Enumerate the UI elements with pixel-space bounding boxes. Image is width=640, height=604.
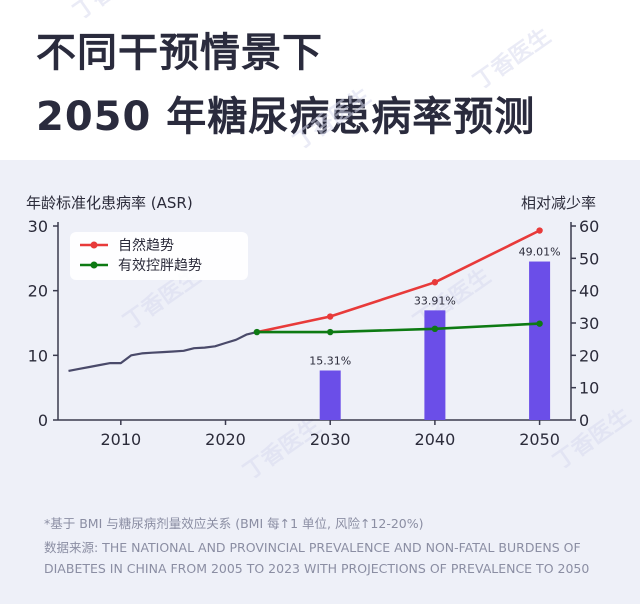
y2-tick-label: 30 — [579, 314, 599, 333]
series-line-1 — [256, 229, 541, 334]
x-tick-label: 2020 — [205, 430, 246, 449]
watermark-text: 丁香医生 — [469, 24, 555, 95]
x-tick-label: 2030 — [310, 430, 351, 449]
y-tick-label: 10 — [28, 346, 48, 365]
x-tick-label: 2010 — [100, 430, 141, 449]
lines-layer — [68, 227, 543, 372]
header: 不同干预情景下 2050 年糖尿病患病率预测 — [0, 0, 640, 160]
bar-label: 33.91% — [414, 294, 456, 307]
y-axis-label: 年龄标准化患病率 (ASR) — [26, 194, 193, 212]
series-point — [431, 279, 439, 286]
watermark-text: 丁香医生 — [289, 84, 375, 155]
bars-layer: 15.31% 33.91% 49.01% — [309, 246, 561, 420]
bar-reduction-2030 — [319, 370, 341, 420]
y-tick-label: 20 — [28, 282, 48, 301]
bar-reduction-2050 — [529, 261, 551, 420]
legend-label: 有效控胖趋势 — [118, 258, 202, 274]
y2-axis-label: 相对减少率 — [521, 194, 596, 212]
y2-tick-label: 40 — [579, 282, 599, 301]
legend-swatch-dot — [90, 241, 98, 249]
y2-tick-label: 0 — [579, 411, 589, 430]
series-point — [327, 328, 334, 336]
page-title-line2: 2050 年糖尿病患病率预测 — [36, 94, 536, 140]
series-line-0 — [68, 331, 258, 372]
series-line-2 — [256, 322, 540, 334]
y2-tick-label: 10 — [579, 379, 599, 398]
footnote-source-line1: 数据来源: THE NATIONAL AND PROVINCIAL PREVAL… — [44, 540, 581, 555]
footnote-bmi: *基于 BMI 与糖尿病剂量效应关系 (BMI 每↑1 单位, 风险↑12-20… — [44, 516, 424, 531]
x-tick-label: 2050 — [519, 430, 560, 449]
legend-box — [70, 232, 248, 280]
legend-swatch-dot — [90, 261, 98, 269]
bar-reduction-2040 — [424, 310, 446, 420]
bar-label: 15.31% — [309, 354, 351, 367]
series-point — [431, 325, 439, 333]
y2-tick-label: 60 — [579, 217, 599, 236]
y2-tick-label: 20 — [579, 346, 599, 365]
legend-label: 自然趋势 — [118, 237, 174, 254]
x-tick-label: 2040 — [415, 430, 456, 449]
series-point-start — [253, 328, 261, 336]
watermark-text: 丁香医生 — [239, 414, 325, 485]
y2-tick-label: 50 — [579, 249, 599, 268]
y-tick-label: 0 — [38, 411, 48, 430]
bar-label: 49.01% — [519, 246, 561, 259]
page-title-line1: 不同干预情景下 — [36, 30, 323, 76]
footnote-source-line2: DIABETES IN CHINA FROM 2005 TO 2023 WITH… — [44, 561, 590, 576]
series-point — [536, 320, 543, 327]
series-point — [536, 227, 543, 234]
watermark-text: 丁香医生 — [549, 404, 635, 475]
watermark-text: 丁香医生 — [69, 0, 155, 25]
series-point — [327, 313, 334, 320]
axes-layer: 年龄标准化患病率 (ASR) 相对减少率010203001020304050602… — [26, 194, 599, 449]
y-tick-label: 30 — [28, 217, 48, 236]
